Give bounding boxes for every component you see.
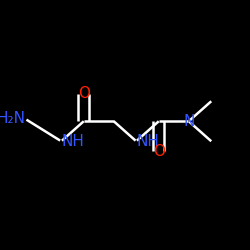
Text: O: O bbox=[153, 144, 165, 159]
Text: N: N bbox=[183, 114, 194, 129]
Text: NH: NH bbox=[136, 134, 159, 149]
Text: NH: NH bbox=[61, 134, 84, 149]
Text: H₂N: H₂N bbox=[0, 111, 25, 126]
Text: O: O bbox=[78, 86, 90, 101]
